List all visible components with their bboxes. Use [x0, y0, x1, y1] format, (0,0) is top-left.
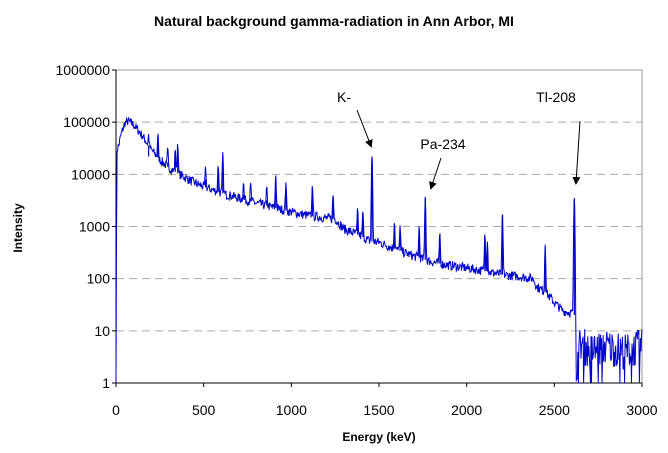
x-tick-label: 2500 [539, 402, 570, 418]
x-tick-label: 1000 [276, 402, 307, 418]
y-tick-label: 1000 [79, 219, 110, 235]
y-tick-label: 100 [87, 271, 111, 287]
annotation-arrow [572, 120, 581, 185]
chart-title: Natural background gamma-radiation in An… [154, 13, 514, 29]
y-tick-label: 1 [102, 375, 110, 391]
peak-annotations: K- Pa-234 Tl-208 [337, 89, 581, 190]
y-axis-ticks: 1 10 100 1000 10000 100000 1000000 [55, 62, 116, 391]
y-tick-label: 10 [94, 323, 110, 339]
y-tick-label: 1000000 [55, 62, 110, 78]
x-axis-ticks: 0 500 1000 1500 2000 2500 3000 [112, 383, 658, 418]
annotation-arrow [356, 109, 373, 148]
x-tick-label: 500 [192, 402, 216, 418]
grid-lines [116, 121, 642, 332]
y-tick-label: 10000 [71, 166, 110, 182]
x-tick-label: 3000 [626, 402, 657, 418]
annotation-arrow [429, 157, 442, 190]
x-tick-label: 2000 [451, 402, 482, 418]
annotation-label: K- [337, 89, 351, 105]
x-axis-label: Energy (keV) [342, 430, 415, 444]
x-tick-label: 1500 [363, 402, 394, 418]
y-tick-label: 100000 [63, 114, 110, 130]
peak-marks [148, 142, 575, 316]
y-axis-label: Intensity [11, 203, 25, 253]
x-tick-label: 0 [112, 402, 120, 418]
spectrum-line [115, 116, 643, 384]
annotation-label: Pa-234 [420, 136, 465, 152]
annotation-label: Tl-208 [536, 89, 576, 105]
